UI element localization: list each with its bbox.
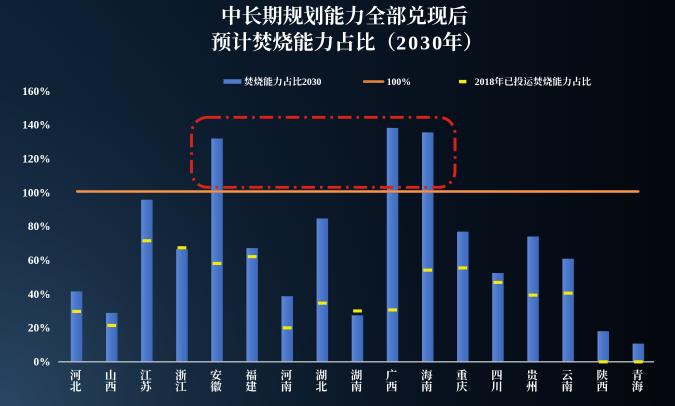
svg-text:100%: 100% bbox=[22, 187, 50, 199]
svg-text:120%: 120% bbox=[22, 153, 50, 165]
svg-text:140%: 140% bbox=[22, 120, 50, 132]
svg-text:20%: 20% bbox=[28, 323, 51, 335]
svg-text:100%: 100% bbox=[387, 77, 411, 88]
svg-text:160%: 160% bbox=[22, 86, 50, 98]
svg-text:80%: 80% bbox=[28, 221, 51, 233]
svg-text:2018: 2018 bbox=[475, 77, 495, 88]
svg-text:40%: 40% bbox=[28, 289, 51, 301]
svg-text:0%: 0% bbox=[34, 357, 51, 369]
svg-text:60%: 60% bbox=[28, 255, 51, 267]
svg-text:2030: 2030 bbox=[302, 77, 322, 88]
